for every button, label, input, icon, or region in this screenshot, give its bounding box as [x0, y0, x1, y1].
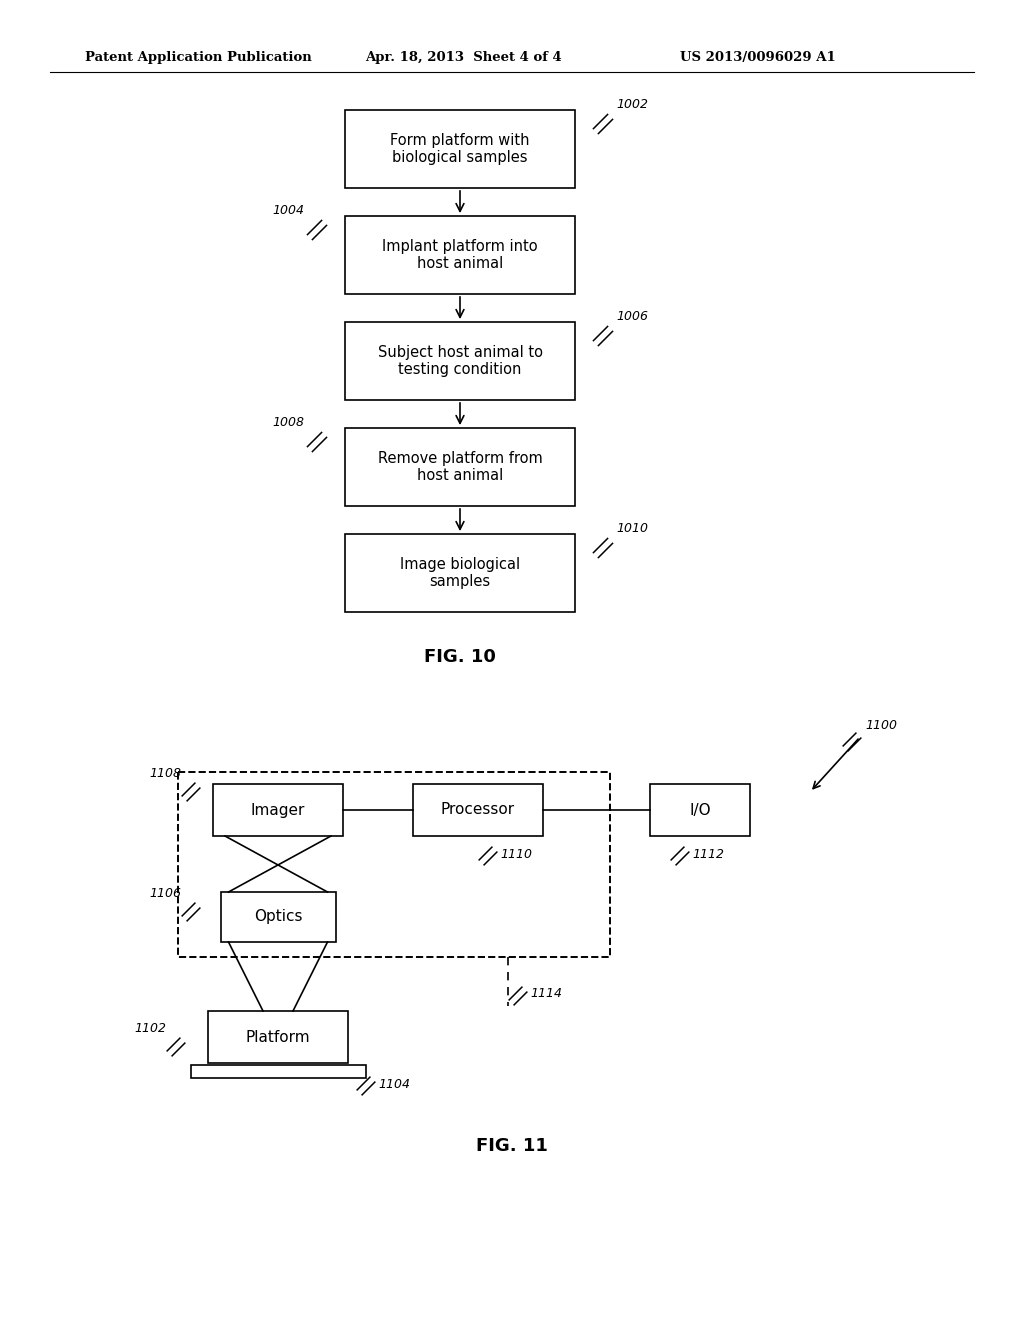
- Text: Remove platform from
host animal: Remove platform from host animal: [378, 451, 543, 483]
- Bar: [413, 784, 543, 836]
- Text: Patent Application Publication: Patent Application Publication: [85, 50, 311, 63]
- Text: FIG. 10: FIG. 10: [424, 648, 496, 667]
- Bar: [345, 535, 575, 612]
- Text: I/O: I/O: [689, 803, 711, 817]
- Text: Platform: Platform: [246, 1030, 310, 1044]
- Text: Imager: Imager: [251, 803, 305, 817]
- Text: Processor: Processor: [441, 803, 515, 817]
- Bar: [190, 1065, 366, 1078]
- Text: 1008: 1008: [272, 416, 304, 429]
- Bar: [178, 772, 610, 957]
- Bar: [345, 216, 575, 294]
- Bar: [345, 322, 575, 400]
- Text: Image biological
samples: Image biological samples: [400, 557, 520, 589]
- Text: 1002: 1002: [616, 98, 648, 111]
- Bar: [345, 110, 575, 187]
- Bar: [213, 784, 343, 836]
- Bar: [650, 784, 750, 836]
- Text: 1110: 1110: [500, 847, 532, 861]
- Text: 1108: 1108: [150, 767, 181, 780]
- Text: 1112: 1112: [692, 847, 724, 861]
- Text: 1106: 1106: [150, 887, 181, 900]
- Text: Form platform with
biological samples: Form platform with biological samples: [390, 133, 529, 165]
- Text: US 2013/0096029 A1: US 2013/0096029 A1: [680, 50, 836, 63]
- Text: Apr. 18, 2013  Sheet 4 of 4: Apr. 18, 2013 Sheet 4 of 4: [365, 50, 562, 63]
- Text: 1102: 1102: [134, 1022, 166, 1035]
- Text: 1010: 1010: [616, 521, 648, 535]
- Text: FIG. 11: FIG. 11: [476, 1137, 548, 1155]
- Text: 1104: 1104: [378, 1078, 410, 1092]
- Text: Implant platform into
host animal: Implant platform into host animal: [382, 239, 538, 271]
- Text: Optics: Optics: [254, 909, 302, 924]
- Bar: [220, 892, 336, 942]
- Bar: [345, 428, 575, 506]
- Text: 1004: 1004: [272, 205, 304, 216]
- Text: 1114: 1114: [530, 987, 562, 1001]
- Text: 1100: 1100: [865, 719, 897, 733]
- Text: Subject host animal to
testing condition: Subject host animal to testing condition: [378, 345, 543, 378]
- Bar: [208, 1011, 348, 1063]
- Text: 1006: 1006: [616, 310, 648, 323]
